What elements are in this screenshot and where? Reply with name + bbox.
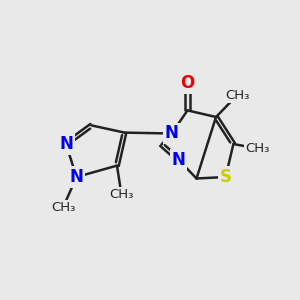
Text: N: N [59, 135, 73, 153]
Text: N: N [70, 168, 83, 186]
Text: N: N [172, 151, 185, 169]
Text: CH₃: CH₃ [245, 142, 270, 155]
Text: O: O [180, 74, 195, 92]
Text: S: S [220, 168, 232, 186]
Text: CH₃: CH₃ [51, 201, 75, 214]
Text: N: N [165, 124, 178, 142]
Text: CH₃: CH₃ [109, 188, 134, 202]
Text: CH₃: CH₃ [225, 89, 249, 102]
